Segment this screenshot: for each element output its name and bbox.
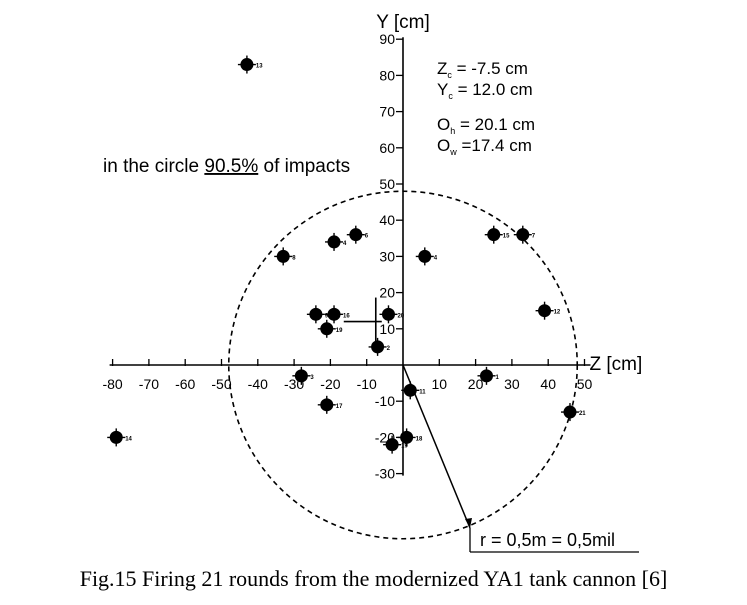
z-tick-label: -80 (102, 376, 122, 392)
y-tick-label: 30 (379, 248, 395, 264)
z-tick-label: 50 (577, 376, 593, 392)
impact-point-number: 15 (503, 234, 510, 240)
radius-arrowhead (465, 518, 472, 528)
impact-point-20: 19 (383, 435, 408, 454)
impact-point-number: 19 (336, 328, 343, 334)
stat-zc: Zc = -7.5 cm (437, 59, 528, 80)
impact-point-number: 6 (365, 234, 369, 240)
z-tick-label: -40 (248, 376, 268, 392)
stat-yc: Yc = 12.0 cm (437, 80, 533, 101)
radius-note: r = 0,5m = 0,5mil (480, 530, 615, 550)
y-axis-title: Y [cm] (376, 12, 430, 33)
impact-point-number: 19 (401, 444, 408, 450)
impact-point-15: 3 (292, 366, 314, 385)
y-tick-label: 70 (379, 104, 395, 120)
impact-point-number: 9 (325, 313, 329, 319)
impact-point-1: 13 (237, 55, 263, 74)
impact-point-number: 2 (387, 346, 391, 352)
impact-point-5: 19 (317, 319, 343, 338)
annotations: Y [cm] Z [cm] in the circle 90.5% of impac… (103, 12, 643, 553)
y-tick-label: -10 (375, 393, 395, 409)
impact-point-18: 14 (107, 428, 133, 447)
figure-caption: Fig.15 Firing 21 rounds from the moderni… (79, 566, 668, 591)
z-tick-label: -10 (357, 376, 377, 392)
axes (109, 37, 591, 476)
y-tick-label: 90 (379, 31, 395, 47)
impact-point-4: 16 (325, 305, 350, 324)
z-tick-label: 20 (468, 376, 484, 392)
coverage-percent: 90.5% (204, 156, 258, 177)
stat-oh: Oh = 20.1 cm (437, 115, 535, 136)
shot-dispersion-chart: -80 -70 -60 -50 -40 -30 -20 -10 10 20 30 40 50908070… (102, 12, 643, 553)
y-tick-label: 40 (379, 212, 395, 228)
axis-ticks: -80 -70 -60 -50 -40 -30 -20 -10 10 20 30 40 50908070… (102, 31, 592, 481)
y-tick-label: 20 (379, 285, 395, 301)
impact-point-number: 13 (256, 64, 263, 70)
impact-point-number: 16 (343, 313, 350, 319)
impact-point-2: 8 (274, 247, 296, 266)
impact-point-number: 21 (579, 411, 586, 417)
y-tick-label: 80 (379, 67, 395, 83)
impact-point-number: 4 (343, 241, 347, 247)
y-tick-label: 50 (379, 176, 395, 192)
impact-point-number: 7 (532, 234, 536, 240)
stat-ow: Ow =17.4 cm (437, 136, 532, 157)
impact-point-number: 14 (125, 436, 132, 442)
impact-point-6: 4 (325, 232, 347, 251)
impact-point-number: 3 (310, 375, 314, 381)
impact-point-number: 20 (397, 313, 404, 319)
y-tick-label: -30 (375, 466, 395, 482)
impact-point-number: 4 (434, 255, 438, 261)
impact-point-21: 21 (560, 403, 586, 422)
impact-point-13: 12 (535, 301, 561, 320)
z-axis-title: Z [cm] (590, 354, 643, 375)
y-tick-label: 10 (379, 321, 395, 337)
z-tick-label: -50 (211, 376, 231, 392)
impact-point-number: 12 (554, 310, 561, 316)
impact-point-12: 7 (513, 225, 536, 244)
circle-coverage-label: in the circle 90.5% of impacts (103, 156, 350, 177)
impact-point-16: 17 (317, 395, 343, 414)
z-tick-label: 40 (540, 376, 556, 392)
z-tick-label: -20 (320, 376, 340, 392)
impact-point-9: 2 (368, 337, 391, 356)
impact-point-7: 6 (346, 225, 369, 244)
impact-point-number: 1 (495, 375, 499, 381)
impact-point-number: 17 (336, 404, 343, 410)
impact-point-number: 18 (416, 436, 423, 442)
z-tick-label: -70 (139, 376, 159, 392)
impact-point-10: 4 (415, 247, 438, 266)
impact-point-19: 18 (397, 428, 423, 447)
y-tick-label: 60 (379, 140, 395, 156)
impact-point-number: 11 (419, 389, 426, 395)
impact-point-3: 9 (306, 305, 329, 324)
impact-point-8: 20 (379, 305, 405, 324)
impact-point-14: 1 (477, 366, 499, 385)
impact-point-11: 15 (484, 225, 510, 244)
impact-point-number: 8 (292, 255, 296, 261)
z-tick-label: -60 (175, 376, 195, 392)
z-tick-label: 10 (432, 376, 448, 392)
radius-pointer-line (402, 364, 471, 529)
z-tick-label: 30 (504, 376, 520, 392)
